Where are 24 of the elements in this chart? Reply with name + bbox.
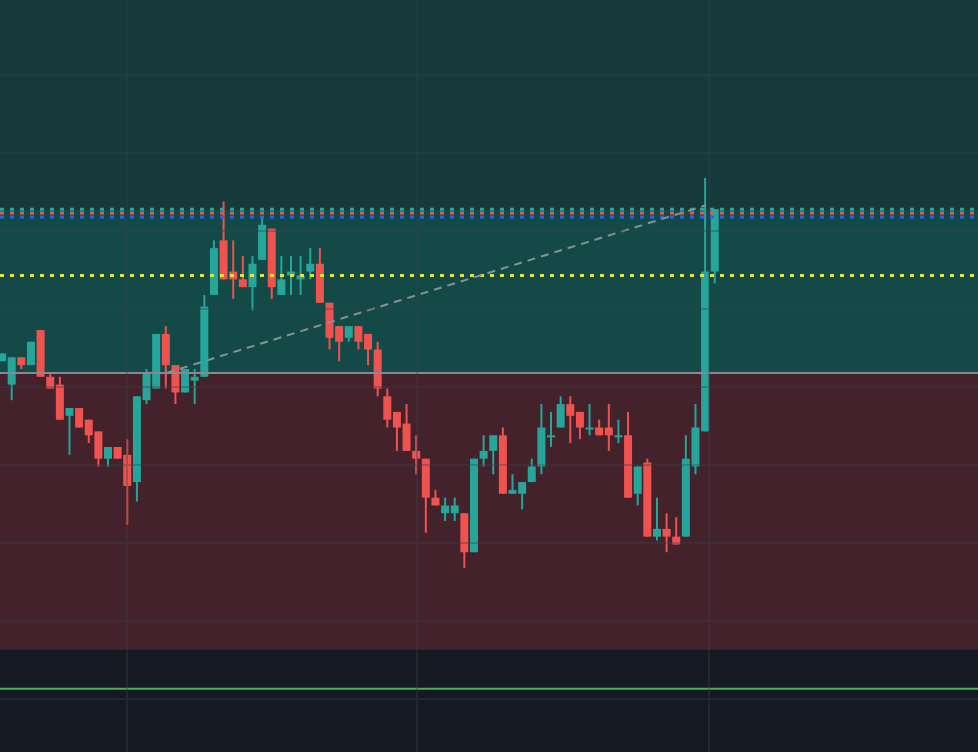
candlestick [652, 496, 661, 542]
candlestick [209, 239, 218, 296]
candlestick [7, 356, 16, 402]
candlestick [65, 407, 74, 456]
candlestick [315, 247, 324, 304]
candlestick [258, 215, 267, 261]
candlestick [421, 457, 430, 534]
candlestick [614, 418, 623, 445]
candlestick [489, 434, 498, 476]
candlestick [238, 254, 247, 289]
candlestick [633, 465, 642, 507]
candlestick [672, 516, 681, 546]
candlestick [373, 340, 382, 398]
candlestick [556, 395, 565, 429]
candlestick [248, 254, 257, 312]
candlestick [585, 403, 594, 437]
candlestick [479, 434, 488, 468]
candlestick [36, 329, 45, 378]
candlestick [412, 434, 421, 476]
candlestick [662, 512, 671, 554]
candlestick [460, 512, 469, 569]
candlestick [306, 247, 315, 281]
candlestick [161, 325, 170, 390]
candlestick [277, 254, 286, 296]
